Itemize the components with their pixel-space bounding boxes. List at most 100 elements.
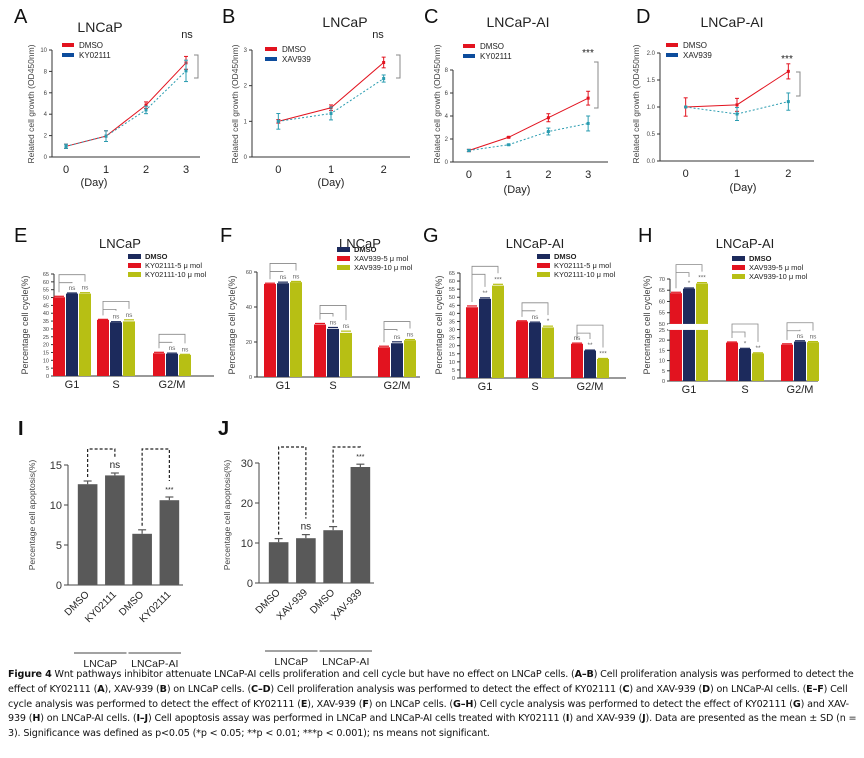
legend-swatch (537, 272, 550, 277)
significance-label: *** (356, 454, 364, 461)
significance-label: ns (126, 312, 134, 319)
comparison-bracket (320, 313, 334, 317)
comparison-bracket (103, 308, 117, 311)
y-tick-label: 20 (246, 340, 252, 346)
y-tick-label: 0.0 (647, 159, 656, 165)
comparison-bracket (471, 265, 499, 302)
caption-ref: H (32, 713, 41, 725)
group-label: LNCaP-AI (131, 658, 178, 670)
bar-s-2 (752, 353, 764, 381)
legend-swatch (62, 43, 74, 47)
caption-figure-label: Figure 4 (8, 669, 52, 680)
significance-bracket (594, 61, 599, 109)
significance-label: ns (301, 522, 312, 533)
legend-label: KY02111 (480, 52, 512, 61)
legend-label: XAV939-10 μ mol (354, 263, 413, 272)
legend-label: XAV939 (282, 55, 311, 64)
chart-svg: LNCaP-AI 0 2 4 6 8 0 1 2 3 (Day) Related cell growt… (432, 14, 608, 196)
caption-ref: F (362, 698, 369, 710)
data-point (786, 69, 790, 73)
y-axis-label: Percentage cell cycle(%) (20, 275, 30, 374)
significance-label: ** (755, 345, 761, 352)
x-tick-label: 0 (683, 168, 689, 180)
y-tick-label: 0 (445, 160, 449, 166)
y-tick-label: 2 (44, 134, 48, 140)
legend-swatch (732, 265, 745, 270)
chart-title: LNCaP-AI (700, 14, 763, 30)
bar-s-0 (97, 319, 109, 376)
x-axis-label: (Day) (730, 182, 757, 194)
y-tick-label: 8 (44, 69, 48, 75)
x-tick-label: G2/M (577, 381, 604, 393)
legend-label: DMSO (145, 252, 168, 261)
y-axis-label: Percentage cell cycle(%) (227, 275, 237, 374)
panel-letter-i: I (18, 418, 24, 440)
comparison-bracket-dashed (87, 448, 116, 477)
y-tick-label: 55 (449, 287, 455, 293)
chart-a-lncap-ky02111-growth: LNCaP 0 2 4 6 8 10 0 1 2 3 (Day) Related cell growth… (0, 0, 215, 200)
legend-swatch (265, 57, 277, 61)
chart-title: LNCaP (99, 236, 141, 251)
y-axis-label: Percentage cell cycle(%) (642, 275, 652, 374)
apoptosis-bar-3 (350, 467, 371, 583)
chart-svg: LNCaP 0 1 2 3 0 1 2 (Day) Related cell growth (OD… (230, 14, 410, 189)
data-point (786, 100, 790, 104)
y-tick-label: 60 (246, 270, 252, 276)
x-tick-label: 3 (585, 169, 591, 181)
caption-text: ) and XAV-939 ( (629, 683, 703, 695)
bar-g1-0 (670, 293, 682, 381)
x-tick-label: G1 (276, 380, 291, 392)
y-tick-label: 5 (46, 366, 49, 372)
bar-g1-2 (696, 283, 708, 381)
comparison-bracket (383, 321, 411, 343)
bar-g2m-0 (571, 343, 583, 378)
data-point (184, 69, 188, 73)
y-tick-label: 60 (659, 299, 665, 305)
panel-letter-j: J (218, 418, 230, 440)
significance-label: ** (587, 342, 593, 349)
x-tick-label: S (329, 380, 336, 392)
legend-label: DMSO (480, 42, 504, 51)
bar-g2m-2 (597, 358, 609, 378)
y-axis-label: Percentage cell cycle(%) (434, 275, 444, 374)
bar-s-1 (110, 322, 122, 376)
y-tick-label: 30 (241, 458, 253, 470)
axis-break-gap (668, 323, 711, 330)
bar-g2m-1 (166, 353, 178, 376)
y-tick-label: 25 (659, 328, 665, 334)
bar-g1-2 (492, 285, 504, 378)
significance-label: ** (482, 290, 488, 297)
y-tick-label: 15 (43, 350, 49, 356)
significance-label: ns (532, 314, 540, 321)
caption-text: ) Cell proliferation analysis was perfor… (8, 669, 854, 695)
legend-swatch (128, 254, 141, 259)
bar-g2m-1 (794, 341, 806, 381)
x-tick-label: S (112, 379, 119, 391)
bar-g1-1 (66, 293, 78, 376)
y-tick-label: 40 (246, 305, 252, 311)
y-tick-label: 2.0 (647, 51, 656, 57)
y-tick-label: 40 (43, 311, 49, 317)
x-tick-label: S (741, 384, 748, 396)
y-tick-label: 4 (445, 114, 449, 120)
bar-g1-0 (264, 283, 276, 377)
chart-i-ky02111-apoptosis: 0 5 10 15 Percentage cell apoptosis(%) DMSO KY… (0, 405, 210, 670)
caption-text: ), XAV-939 ( (307, 698, 363, 710)
data-point (586, 121, 590, 125)
data-point (507, 143, 511, 147)
chart-h-lncap-ai-xav939-cell-cycle: 50 55 60 65 70 0 5 10 15 20 25 LNCaP-AI Percentage c… (630, 215, 864, 400)
caption-text: ) on LNCaP cells. ( (368, 698, 454, 710)
y-tick-label: 15 (449, 352, 455, 358)
y-tick-label: 40 (449, 311, 455, 317)
x-tick-label: 0 (466, 169, 472, 181)
significance-label: * (688, 280, 691, 287)
bar-s-0 (516, 321, 528, 378)
x-tick-label: 2 (545, 169, 551, 181)
bar-s-1 (529, 322, 541, 378)
bar-g1-1 (479, 298, 491, 378)
significance-label: ns (343, 323, 351, 330)
group-label: LNCaP-AI (322, 656, 369, 668)
caption-ref: E (300, 698, 308, 710)
y-tick-label: 20 (241, 498, 253, 510)
comparison-bracket-dashed (278, 446, 307, 535)
